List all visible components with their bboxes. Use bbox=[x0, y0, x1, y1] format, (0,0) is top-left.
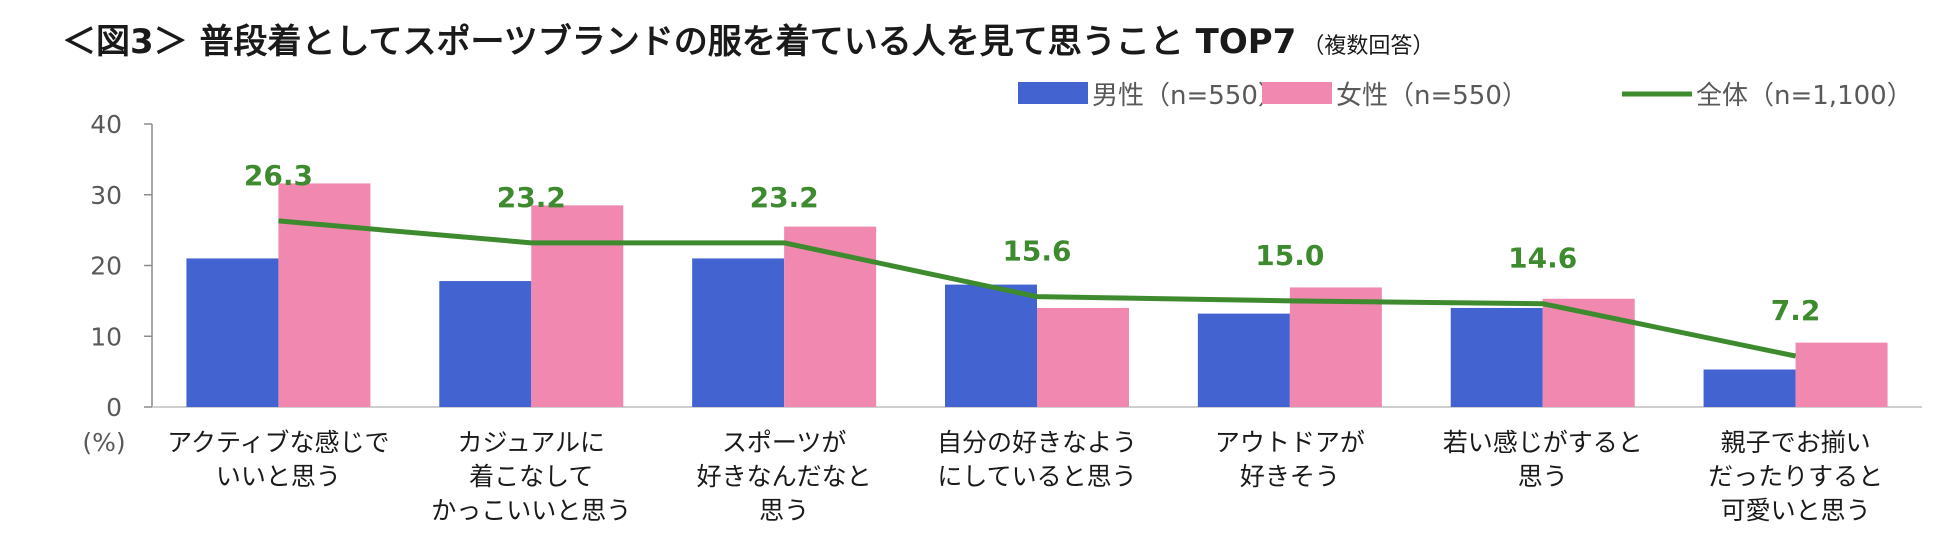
legend-swatch-0 bbox=[1018, 82, 1088, 104]
bar-female-4 bbox=[1289, 287, 1382, 407]
chart-subtitle: （複数回答） bbox=[1302, 34, 1435, 59]
chart-title-block: ＜図3＞ 普段着としてスポーツブランドの服を着ている人を見て思うこと TOP7 （… bbox=[62, 14, 1434, 63]
bar-female-0 bbox=[278, 183, 371, 407]
category-label-4-1: 好きそう bbox=[1240, 462, 1340, 491]
category-label-0-0: アクティブな感じで bbox=[167, 428, 389, 457]
category-label-1-0: カジュアルに bbox=[458, 428, 606, 457]
bar-male-4 bbox=[1197, 313, 1290, 407]
total-data-label-6: 7.2 bbox=[1771, 294, 1821, 327]
category-label-3-0: 自分の好きなよう bbox=[937, 428, 1137, 457]
legend-label-1: 女性（n=550） bbox=[1336, 81, 1528, 111]
category-label-2-0: スポーツが bbox=[722, 428, 847, 457]
category-label-5-1: 思う bbox=[1518, 462, 1568, 491]
category-label-1-2: かっこいいと思う bbox=[431, 496, 631, 525]
labels-layer: 26.3 23.2 23.2 15.6 15.0 14.6 7.2 bbox=[244, 159, 1820, 327]
bars-layer bbox=[186, 183, 1888, 407]
bar-male-6 bbox=[1703, 369, 1796, 407]
total-data-label-5: 14.6 bbox=[1508, 242, 1577, 275]
bar-male-1 bbox=[439, 281, 532, 407]
category-label-4-0: アウトドアが bbox=[1215, 428, 1365, 457]
bar-female-6 bbox=[1795, 342, 1888, 407]
y-unit-label: (%) bbox=[82, 428, 125, 457]
category-label-0-1: いいと思う bbox=[216, 462, 341, 491]
total-data-label-0: 26.3 bbox=[244, 159, 313, 192]
legend-label-0: 男性（n=550） bbox=[1092, 81, 1284, 111]
category-label-3-1: にしていると思う bbox=[937, 462, 1136, 491]
bar-female-1 bbox=[531, 205, 624, 407]
category-label-6-2: 可愛いと思う bbox=[1721, 496, 1871, 525]
legend-swatch-1 bbox=[1262, 82, 1332, 104]
bar-female-5 bbox=[1542, 298, 1635, 407]
y-tick-label: 10 bbox=[90, 322, 122, 351]
y-tick-label: 20 bbox=[90, 252, 122, 281]
chart-title: ＜図3＞ 普段着としてスポーツブランドの服を着ている人を見て思うこと TOP7 bbox=[62, 22, 1297, 62]
category-label-2-2: 思う bbox=[759, 496, 809, 525]
category-label-5-0: 若い感じがすると bbox=[1443, 428, 1643, 457]
category-label-2-1: 好きなんだなと bbox=[697, 462, 872, 491]
bar-male-0 bbox=[186, 258, 279, 407]
bar-male-2 bbox=[692, 258, 785, 407]
line-layer bbox=[278, 218, 1797, 359]
total-data-label-3: 15.6 bbox=[1002, 235, 1071, 268]
y-tick-label: 0 bbox=[106, 393, 122, 422]
bar-male-3 bbox=[945, 284, 1037, 407]
y-tick-label: 30 bbox=[90, 181, 122, 210]
y-tick-label: 40 bbox=[90, 110, 122, 139]
category-label-6-1: だったりすると bbox=[1708, 462, 1883, 491]
total-data-label-1: 23.2 bbox=[497, 181, 566, 214]
category-label-1-1: 着こなして bbox=[469, 462, 593, 491]
category-label-6-0: 親子でお揃い bbox=[1721, 428, 1871, 457]
legend-label-2: 全体（n=1,100） bbox=[1696, 81, 1913, 111]
total-data-label-4: 15.0 bbox=[1255, 239, 1324, 272]
bar-male-5 bbox=[1450, 307, 1543, 407]
bar-female-3 bbox=[1037, 307, 1129, 407]
total-data-label-2: 23.2 bbox=[750, 181, 819, 214]
chart-legend: 男性（n=550） 女性（n=550） 全体（n=1,100） bbox=[1018, 81, 1913, 111]
